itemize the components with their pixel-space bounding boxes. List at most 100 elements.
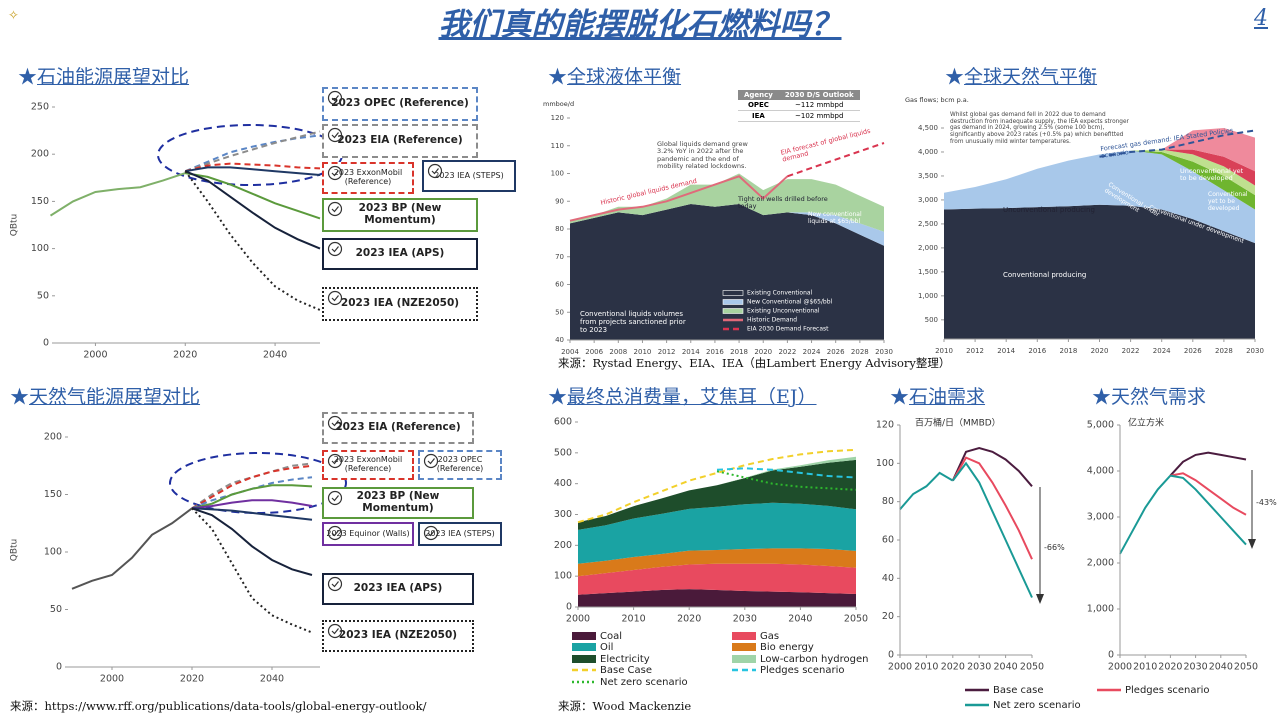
- panel-heading: ★全球天然气平衡: [945, 66, 1098, 88]
- heading-text: 全球液体平衡: [567, 66, 682, 88]
- y-tick-label: 1,000: [1087, 604, 1114, 615]
- legend-box: 2023 IEA (APS): [322, 238, 478, 270]
- unit-label: mmboe/d: [543, 100, 574, 108]
- legend-swatch: [732, 655, 756, 663]
- legend-text: 2023 IEA (NZE2050): [340, 297, 460, 310]
- y-tick-label: 150: [44, 489, 62, 500]
- y-tick-label: 2,500: [918, 220, 938, 228]
- y-tick-label: 200: [31, 149, 49, 160]
- table-cell: OPEC: [738, 100, 779, 111]
- legend-box: 2023 IEA (STEPS): [422, 160, 516, 192]
- stacked-area: [944, 204, 1255, 339]
- y-tick-label: 0: [888, 650, 894, 661]
- series-label: Conventional yet to be developed: [1208, 191, 1248, 212]
- legend-box: 2023 EIA (Reference): [322, 412, 474, 444]
- table-header: Agency: [738, 90, 779, 100]
- series-line: [787, 142, 885, 178]
- x-tick-label: 2020: [941, 662, 965, 673]
- x-tick-label: 2014: [997, 347, 1015, 355]
- y-tick-label: 100: [31, 243, 49, 254]
- y-tick-label: 80: [555, 225, 564, 233]
- x-tick-label: 2024: [803, 348, 821, 356]
- legend-box: 2023 IEA (NZE2050): [322, 620, 474, 652]
- annotation: -66%: [1044, 543, 1065, 552]
- legend-swatch: [732, 632, 756, 640]
- stacked-area: [578, 589, 856, 607]
- x-tick-label: 2010: [622, 614, 646, 625]
- series-line: [184, 134, 321, 173]
- series-line: [577, 448, 857, 524]
- page-number: 4: [1254, 6, 1268, 31]
- x-tick-label: 2020: [173, 350, 197, 361]
- table-cell: ~112 mmbpd: [778, 100, 860, 111]
- y-tick-label: 200: [554, 540, 572, 551]
- legend-swatch: [722, 290, 744, 296]
- x-tick-label: 2008: [609, 348, 627, 356]
- x-tick-label: 2020: [1158, 662, 1182, 673]
- series-line: [184, 130, 321, 173]
- series-line: [1170, 472, 1247, 516]
- legend-label: Pledges scenario: [760, 665, 845, 676]
- check-icon: [327, 127, 343, 143]
- legend-swatch: [572, 643, 596, 651]
- series-label: Conventional producing: [1003, 271, 1087, 279]
- legend-swatch: [722, 308, 744, 314]
- series-line: [191, 499, 313, 510]
- panel-heading: ★全球液体平衡: [548, 66, 682, 88]
- x-tick-label: 2000: [888, 662, 912, 673]
- x-tick-label: 2026: [1184, 347, 1202, 355]
- stacked-area: [578, 548, 856, 577]
- series-line: [191, 507, 313, 521]
- y-tick-label: 20: [882, 611, 894, 622]
- series-line: [1169, 451, 1247, 477]
- check-icon: [327, 490, 343, 506]
- legend-label: Oil: [600, 642, 613, 653]
- x-tick-label: 2030: [733, 614, 757, 625]
- series-line: [716, 467, 857, 479]
- x-tick-label: 2016: [706, 348, 724, 356]
- y-tick-label: 100: [554, 571, 572, 582]
- series-line: [185, 162, 321, 173]
- legend-box: 2023 IEA (NZE2050): [322, 287, 478, 321]
- series-line: [185, 172, 321, 220]
- legend-text: 2023 IEA (NZE2050): [338, 629, 458, 642]
- legend-label: Low-carbon hydrogen: [760, 654, 868, 665]
- y-tick-label: 0: [56, 662, 62, 673]
- source: 来源：Rystad Energy、EIA、IEA（由Lambert Energy…: [558, 356, 951, 370]
- x-tick-label: 2050: [1234, 662, 1258, 673]
- x-tick-label: 2050: [844, 614, 868, 625]
- legend-label: Electricity: [600, 654, 650, 665]
- y-tick-label: 4,000: [1087, 466, 1114, 477]
- stacked-area: [570, 173, 884, 232]
- legend-text: 2023 IEA (APS): [355, 247, 445, 260]
- arrow-head: [1248, 539, 1256, 549]
- x-tick-label: 2004: [561, 348, 579, 356]
- y-tick-label: 120: [876, 420, 894, 431]
- legend-swatch: [722, 299, 744, 305]
- x-tick-label: 2018: [730, 348, 748, 356]
- heading-text: 天然气能源展望对比: [29, 386, 201, 408]
- y-tick-label: 80: [882, 496, 894, 507]
- x-tick-label: 2010: [914, 662, 938, 673]
- y-tick-label: 4,000: [918, 148, 938, 156]
- y-tick-label: 0: [43, 338, 49, 349]
- series-line: [185, 166, 321, 176]
- table-cell: ~102 mmbpd: [778, 110, 860, 122]
- legend-box: 2023 IEA (STEPS): [418, 522, 502, 546]
- x-tick-label: 2000: [100, 674, 124, 685]
- legend-box: 2023 Equinor (Walls): [322, 522, 414, 546]
- check-icon: [327, 453, 343, 469]
- y-tick-label: 40: [882, 573, 894, 584]
- y-tick-label: 70: [555, 253, 564, 261]
- y-tick-label: 500: [925, 316, 938, 324]
- y-tick-label: 40: [555, 336, 564, 344]
- legend-text: 2023 ExxonMobil (Reference): [333, 455, 403, 473]
- stacked-area: [570, 204, 884, 340]
- legend-box: 2023 ExxonMobil (Reference): [322, 162, 414, 194]
- legend-text: 2023 IEA (STEPS): [425, 528, 495, 538]
- x-tick-label: 2040: [994, 662, 1018, 673]
- y-tick-label: 100: [876, 458, 894, 469]
- panel-heading: ★石油能源展望对比: [18, 66, 190, 88]
- x-tick-label: 2020: [1091, 347, 1109, 355]
